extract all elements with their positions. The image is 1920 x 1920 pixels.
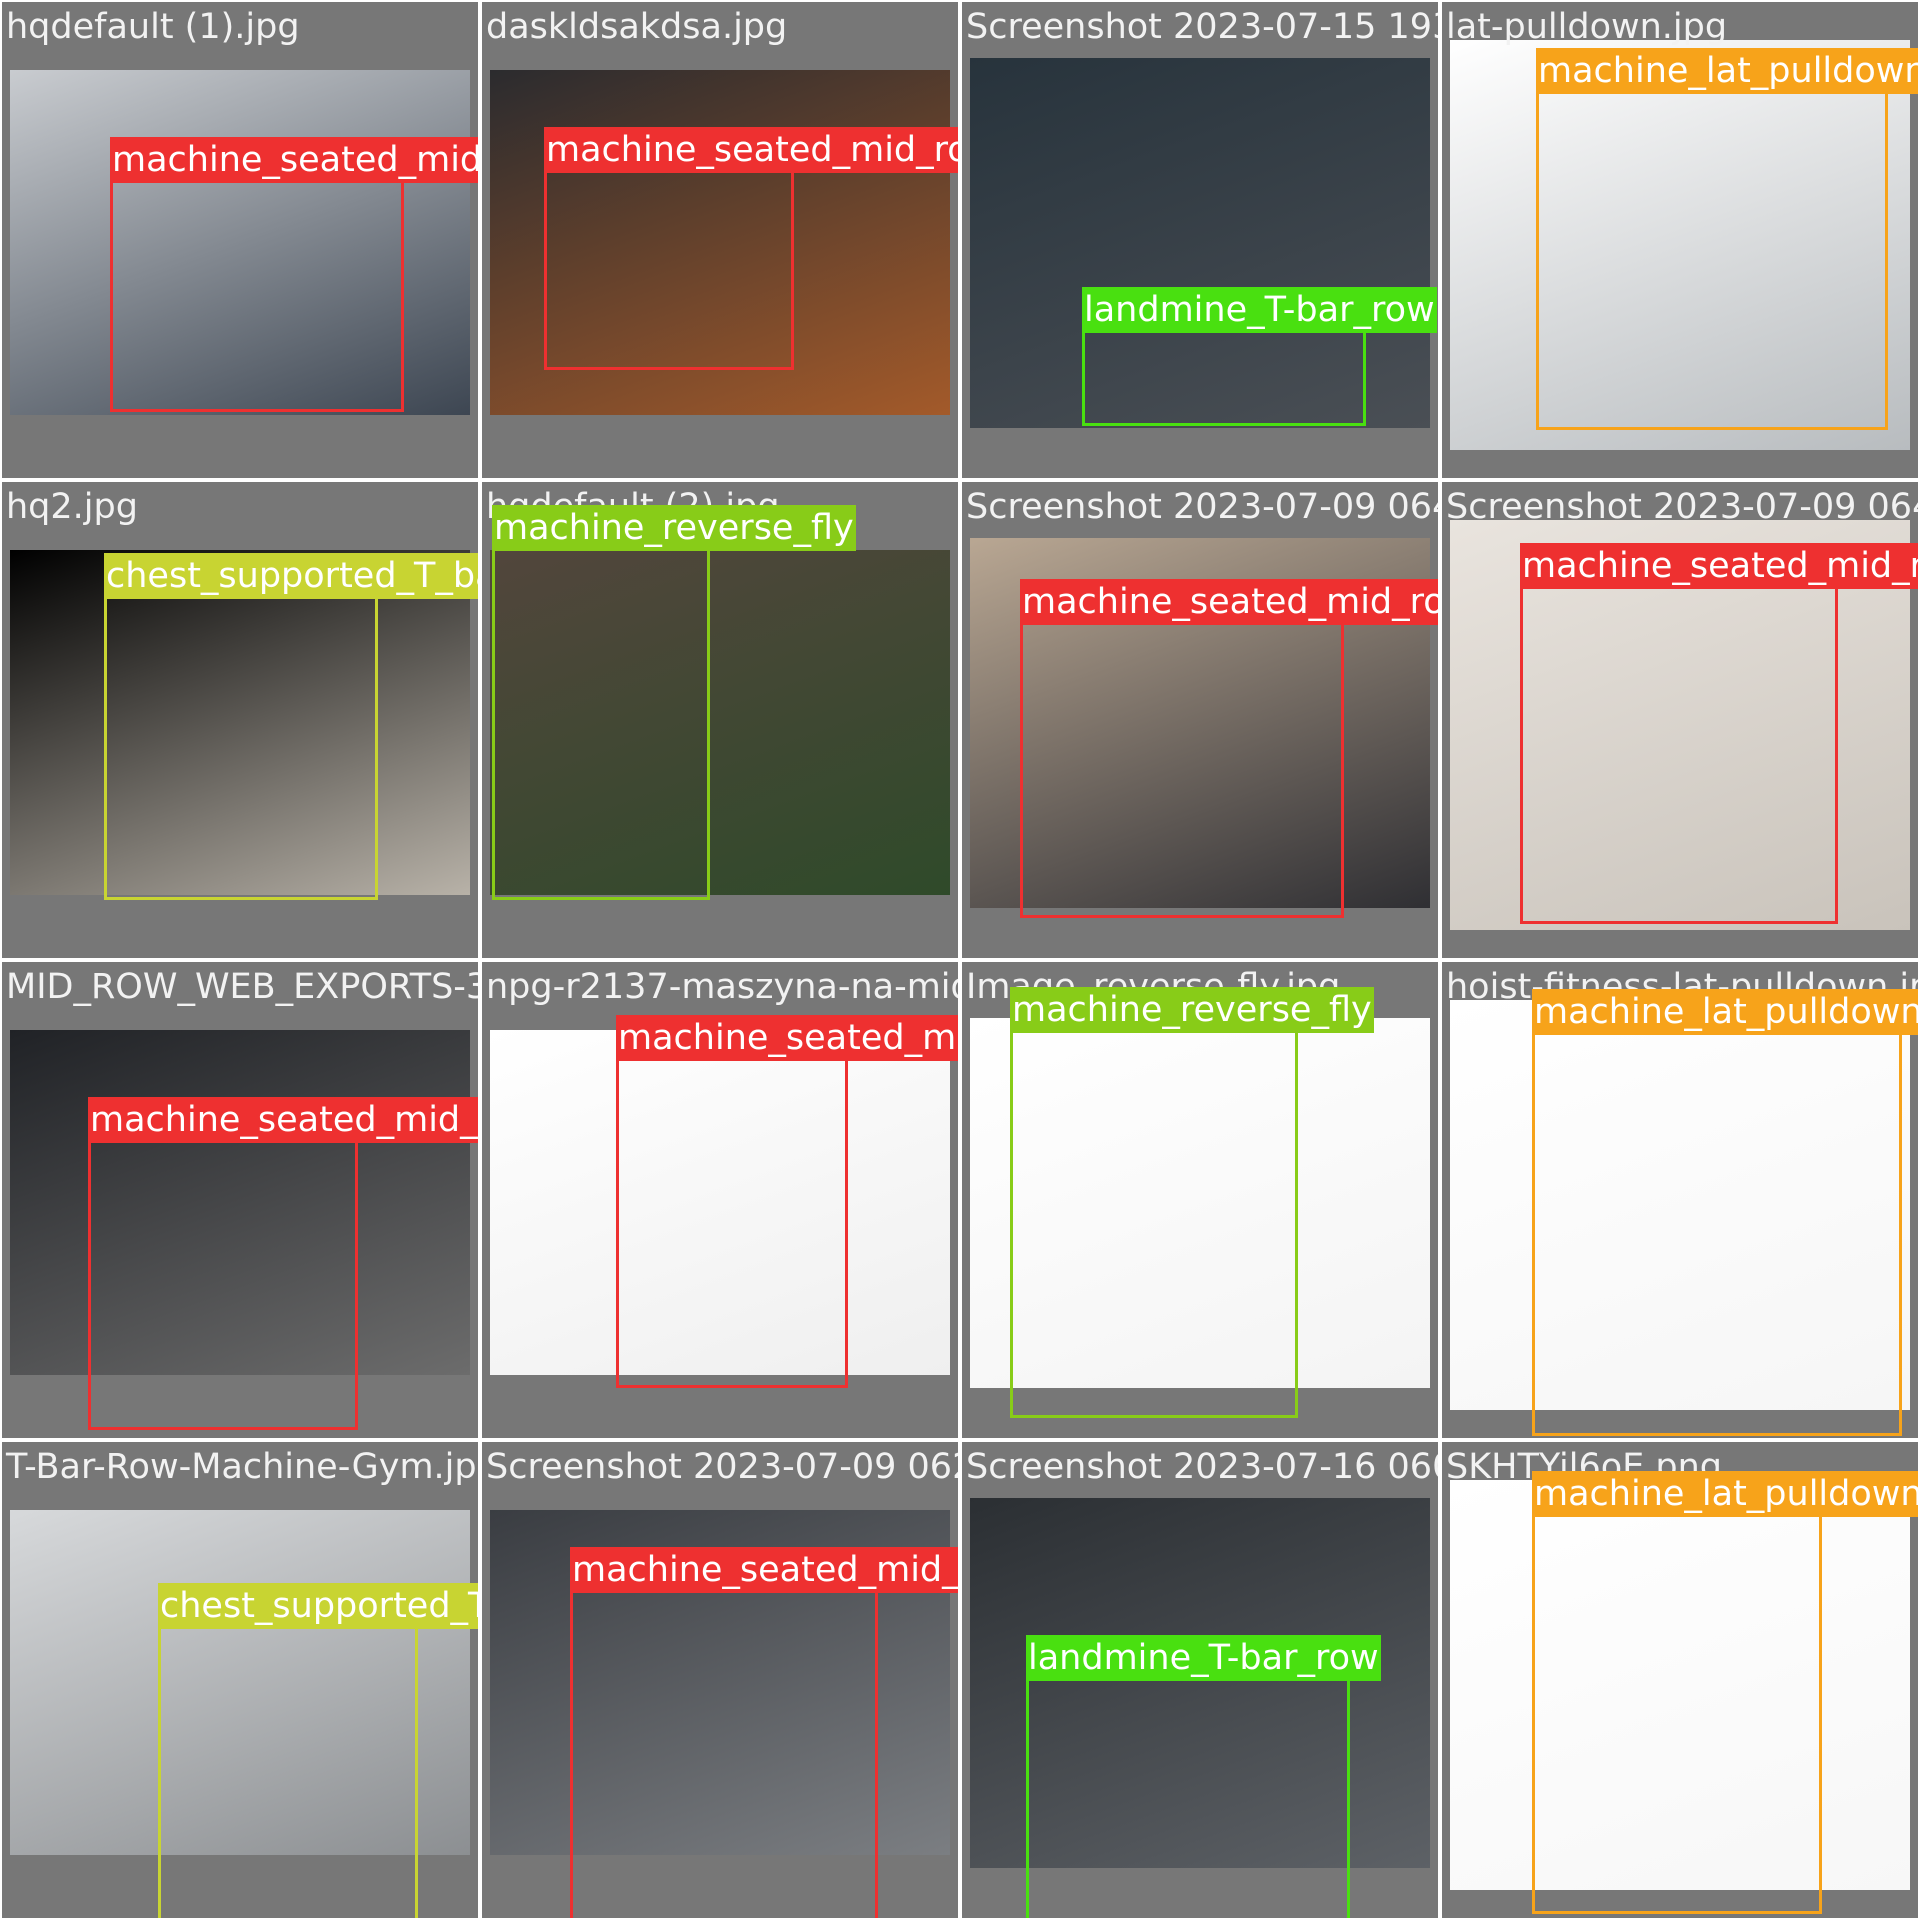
tile-filename: T-Bar-Row-Machine-Gym.jpg: [6, 1447, 478, 1487]
gym-photo: [1450, 1480, 1910, 1890]
detection-box: machine_seated_mid_row: [570, 1547, 958, 1918]
detection-box: machine_lat_pulldown: [1532, 1471, 1918, 1914]
tile-filename: daskldsakdsa.jpg: [486, 7, 788, 47]
tile-filename: Screenshot 2023-07-09 064035.jpg: [1446, 487, 1918, 527]
gym-photo: [10, 70, 470, 415]
detection-label: landmine_T-bar_row: [1026, 1635, 1381, 1681]
mosaic-tile: daskldsakdsa.jpg machine_seated_mid_row: [482, 2, 958, 478]
detection-label: machine_reverse_fly: [1010, 987, 1374, 1033]
mosaic-tile: Screenshot 2023-07-16 060132.png landmine…: [962, 1442, 1438, 1918]
tile-filename: Screenshot 2023-07-09 064125.jpg: [966, 487, 1438, 527]
mosaic-tile: Screenshot 2023-07-15 193024.png landmine…: [962, 2, 1438, 478]
tile-filename: Screenshot 2023-07-15 193024.png: [966, 7, 1438, 47]
mosaic-tile: hoist-fitness-lat-pulldown.jpg machine_la…: [1442, 962, 1918, 1438]
detection-box: landmine_T-bar_row: [1082, 287, 1437, 426]
tile-filename: hqdefault (1).jpg: [6, 7, 300, 47]
detection-box: machine_lat_pulldown: [1532, 989, 1918, 1436]
detection-label: machine_seated_mid_row: [110, 137, 478, 183]
detection-label: chest_supported_T_bar_row: [158, 1583, 478, 1629]
gym-photo: [970, 1018, 1430, 1388]
tile-filename: lat-pulldown.jpg: [1446, 7, 1728, 47]
gym-photo: [970, 1498, 1430, 1868]
gym-photo: [490, 550, 950, 895]
detection-label: machine_lat_pulldown: [1536, 48, 1918, 94]
detection-box: machine_seated_mid_row: [88, 1097, 478, 1430]
mosaic-tile: Screenshot 2023-07-09 062726.jpg machine_…: [482, 1442, 958, 1918]
detection-box: chest_supported_T_bar_row: [104, 553, 478, 900]
detection-box: machine_seated_mid_row: [544, 127, 958, 370]
detection-box: machine_seated_mid_row: [616, 1015, 958, 1388]
mosaic-tile: hq2.jpg chest_supported_T_bar_row: [2, 482, 478, 958]
gym-photo: [10, 1510, 470, 1855]
detection-box: machine_seated_mid_row: [110, 137, 478, 412]
gym-photo: [490, 1030, 950, 1375]
mosaic-tile: lat-pulldown.jpg machine_lat_pulldown: [1442, 2, 1918, 478]
tile-filename: hq2.jpg: [6, 487, 138, 527]
detection-box: machine_reverse_fly: [492, 505, 856, 900]
gym-photo: [1450, 1000, 1910, 1410]
mosaic-tile: T-Bar-Row-Machine-Gym.jpg chest_supported…: [2, 1442, 478, 1918]
detection-box: machine_seated_mid_row: [1020, 579, 1438, 918]
detection-label: machine_seated_mid_row: [544, 127, 958, 173]
mosaic-tile: hqdefault (1).jpg machine_seated_mid_row: [2, 2, 478, 478]
detection-label: chest_supported_T_bar_row: [104, 553, 478, 599]
detection-box: landmine_T-bar_row: [1026, 1635, 1381, 1918]
detection-label: machine_lat_pulldown: [1532, 989, 1918, 1035]
detection-label: machine_seated_mid_row: [1020, 579, 1438, 625]
detection-box: machine_reverse_fly: [1010, 987, 1374, 1418]
mosaic-tile: MID_ROW_WEB_EXPORTS-36-web.jpg machine_se…: [2, 962, 478, 1438]
detection-box: machine_lat_pulldown: [1536, 48, 1918, 430]
detection-box: machine_seated_mid_row: [1520, 543, 1918, 924]
mosaic-tile: Screenshot 2023-07-09 064035.jpg machine_…: [1442, 482, 1918, 958]
mosaic-tile: SKHTYil6oE.png machine_lat_pulldown: [1442, 1442, 1918, 1918]
gym-photo: [10, 550, 470, 895]
gym-photo: [970, 58, 1430, 428]
tile-filename: Screenshot 2023-07-16 060132.png: [966, 1447, 1438, 1487]
tile-filename: Screenshot 2023-07-09 062726.jpg: [486, 1447, 958, 1487]
detection-label: machine_seated_mid_row: [570, 1547, 958, 1593]
detection-label: machine_seated_mid_row: [1520, 543, 1918, 589]
gym-photo: [10, 1030, 470, 1375]
detection-box: chest_supported_T_bar_row: [158, 1583, 478, 1918]
detection-label: machine_lat_pulldown: [1532, 1471, 1918, 1517]
tile-filename: MID_ROW_WEB_EXPORTS-36-web.jpg: [6, 967, 478, 1007]
detection-label: machine_reverse_fly: [492, 505, 856, 551]
gym-photo: [1450, 40, 1910, 450]
tile-filename: npg-r2137-maszyna-na-mid-row.jpg: [486, 967, 958, 1007]
mosaic-tile: Screenshot 2023-07-09 064125.jpg machine_…: [962, 482, 1438, 958]
detection-label: machine_seated_mid_row: [616, 1015, 958, 1061]
detection-label: landmine_T-bar_row: [1082, 287, 1437, 333]
mosaic-tile: npg-r2137-maszyna-na-mid-row.jpg machine_…: [482, 962, 958, 1438]
detection-label: machine_seated_mid_row: [88, 1097, 478, 1143]
